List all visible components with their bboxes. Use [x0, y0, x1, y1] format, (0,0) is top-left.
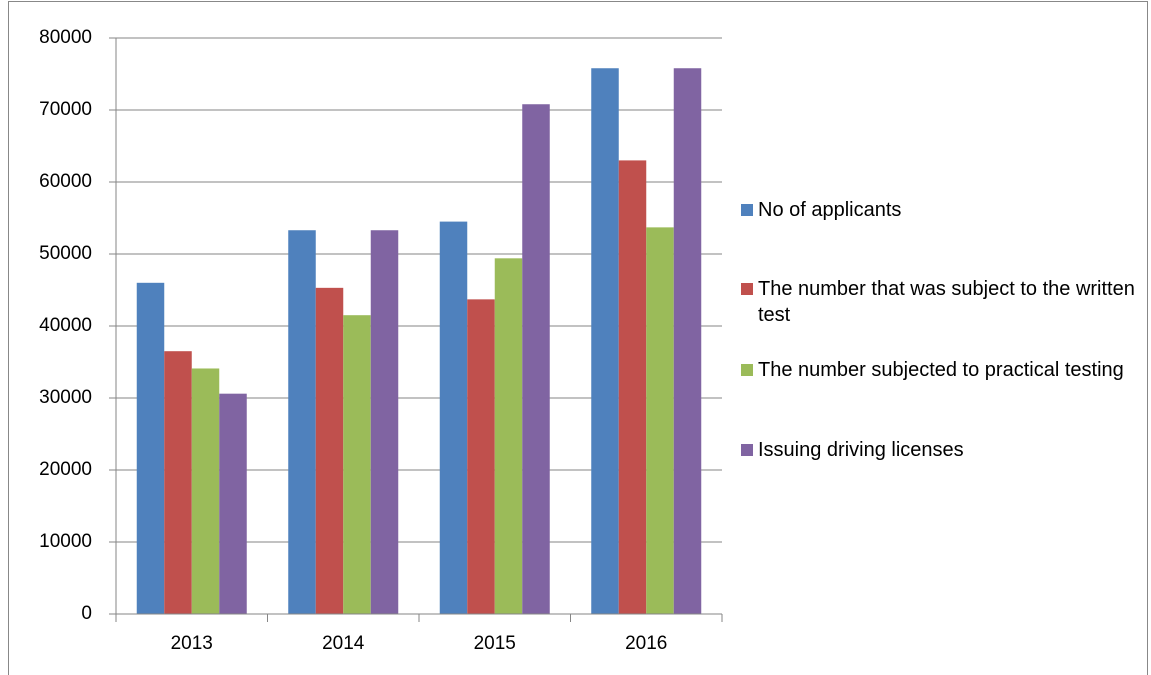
legend-label: Issuing driving licenses: [758, 439, 964, 461]
y-tick-label: 20000: [39, 459, 92, 480]
bar: [191, 368, 220, 614]
bar: [618, 160, 647, 614]
legend-label: The number subjected to practical testin…: [758, 359, 1124, 381]
chart-border: [8, 1, 1148, 675]
bar: [343, 315, 371, 614]
bar: [370, 230, 399, 615]
legend-item: The number subjected to practical testin…: [741, 357, 1141, 383]
y-tick-label: 70000: [39, 99, 92, 120]
legend-item: The number that was subject to the writt…: [741, 276, 1141, 328]
bar: [494, 258, 523, 614]
y-tick-label: 10000: [39, 531, 92, 552]
x-tick-label: 2014: [322, 633, 365, 654]
x-tick-label: 2016: [625, 633, 667, 654]
legend-swatch: [741, 283, 753, 295]
y-tick-label: 80000: [39, 27, 92, 48]
legend-item: No of applicants: [741, 197, 1141, 223]
bar: [646, 227, 674, 615]
legend-label: The number that was subject to the writt…: [758, 278, 1135, 326]
x-tick-label: 2013: [171, 633, 213, 654]
y-tick-label: 0: [81, 603, 92, 624]
y-tick-label: 40000: [39, 315, 92, 336]
bar: [288, 230, 316, 615]
legend-swatch: [741, 444, 753, 456]
legend-swatch: [741, 204, 753, 216]
bar: [439, 221, 468, 614]
legend-label: No of applicants: [758, 199, 902, 221]
y-tick-label: 60000: [39, 171, 92, 192]
bar: [522, 104, 550, 615]
legend-item: Issuing driving licenses: [741, 437, 1141, 463]
legend-swatch: [741, 364, 753, 376]
bar: [673, 68, 702, 615]
y-tick-label: 30000: [39, 387, 92, 408]
bar: [164, 351, 192, 614]
bar: [219, 393, 247, 614]
x-tick-label: 2015: [474, 633, 516, 654]
bar: [591, 68, 619, 615]
y-tick-label: 50000: [39, 243, 92, 264]
bar: [315, 287, 344, 614]
bar: [467, 299, 495, 614]
bar: [136, 282, 165, 614]
